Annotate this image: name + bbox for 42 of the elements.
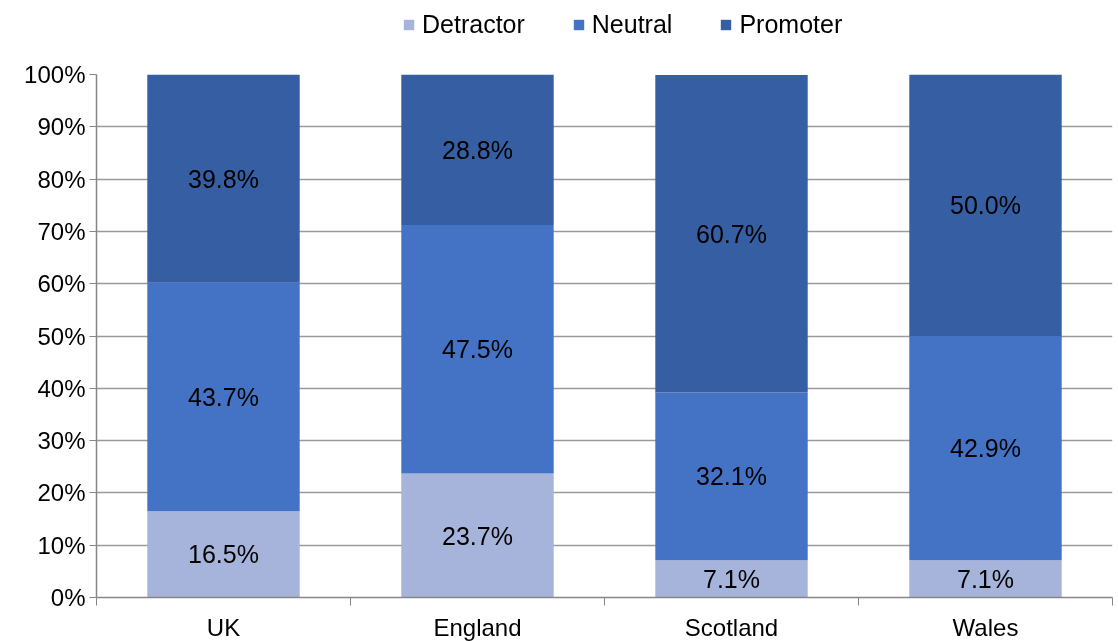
bar: [909, 74, 1062, 336]
bar: [147, 511, 300, 598]
data-label: 32.1%: [696, 462, 767, 491]
legend-label: Neutral: [591, 10, 673, 39]
y-tick-label: 60%: [37, 270, 86, 298]
bar: [401, 225, 554, 474]
data-label: 39.8%: [188, 164, 259, 193]
bar: [401, 74, 554, 226]
x-tick-label: UK: [206, 613, 241, 641]
data-label: 60.7%: [696, 219, 767, 248]
bar: [147, 282, 300, 512]
data-label: 7.1%: [957, 564, 1014, 593]
bar: [655, 75, 808, 393]
bar: [909, 336, 1062, 561]
y-tick-label: 40%: [37, 374, 86, 402]
legend-label: Promoter: [739, 10, 843, 39]
legend-label: Detractor: [422, 10, 525, 39]
data-label: 42.9%: [950, 434, 1021, 463]
data-label: 7.1%: [703, 564, 760, 593]
data-label: 50.0%: [950, 191, 1021, 220]
y-tick-label: 30%: [37, 427, 86, 455]
bar: [655, 392, 808, 561]
y-tick-label: 90%: [37, 113, 86, 141]
data-label: 23.7%: [442, 521, 513, 550]
data-label: 16.5%: [188, 540, 259, 569]
y-tick-label: 0%: [50, 584, 86, 611]
bar: [147, 74, 300, 283]
y-tick-label: 50%: [37, 322, 86, 350]
bar: [401, 473, 554, 598]
y-tick-label: 10%: [37, 531, 86, 559]
x-tick-label: Scotland: [684, 613, 779, 641]
y-tick-label: 20%: [37, 479, 86, 507]
data-label: 47.5%: [442, 335, 513, 364]
x-tick-label: Wales: [952, 613, 1019, 641]
y-tick-label: 80%: [37, 165, 86, 193]
x-tick-label: England: [433, 613, 522, 641]
bar: [909, 560, 1062, 598]
data-label: 43.7%: [188, 382, 259, 411]
y-tick-label: 70%: [37, 217, 86, 245]
bar: [655, 560, 808, 598]
y-tick-label: 100%: [24, 61, 86, 88]
data-label: 28.8%: [442, 135, 513, 164]
